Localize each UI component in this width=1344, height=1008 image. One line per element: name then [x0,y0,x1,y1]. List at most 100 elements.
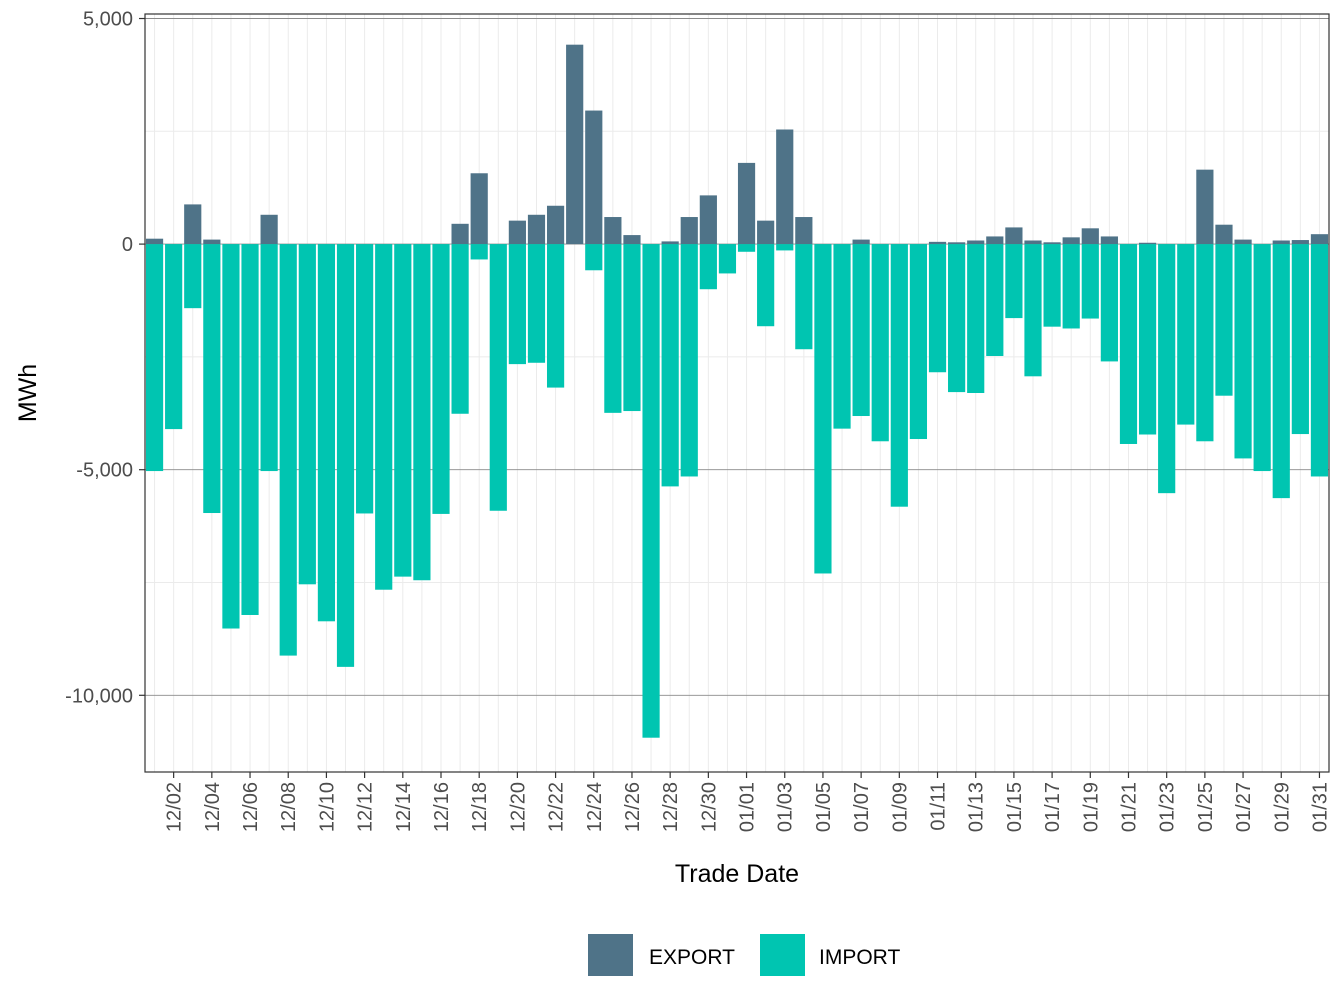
x-tick-label: 12/30 [698,782,720,832]
x-tick-label: 01/23 [1157,782,1179,832]
bar-import [451,244,469,414]
y-axis: 5,000 0 -5,000 -10,000 [65,9,145,707]
bar-export [1100,236,1118,245]
bars [145,44,1329,738]
x-tick-label: 12/20 [507,782,529,832]
y-tick-label: -10,000 [65,685,133,707]
bar-import [967,244,985,393]
bar-import [1253,244,1271,472]
bar-import [795,244,813,350]
bar-import [1158,244,1176,494]
bar-export [508,220,526,245]
bar-import [203,244,221,514]
bar-import [184,244,202,309]
x-tick-label: 12/18 [469,782,491,832]
bar-import [527,244,546,363]
bar-import [1081,244,1099,319]
x-tick-label: 12/24 [584,782,606,832]
bar-export [1272,240,1290,245]
bar-export [566,44,584,245]
bar-export [852,239,870,245]
bar-export [737,162,756,245]
x-tick-label: 01/21 [1118,782,1140,832]
bar-export [1062,237,1080,245]
bar-import [1100,244,1118,362]
bar-import [852,244,870,417]
bar-import [489,244,507,511]
x-tick-label: 12/16 [431,782,453,832]
bar-export [1081,228,1099,245]
bar-export [928,241,947,245]
bar-export [986,236,1004,245]
bar-export [1291,240,1309,245]
bar-import [661,244,679,487]
legend: EXPORT IMPORT [588,934,900,976]
x-tick-label: 01/25 [1195,782,1217,832]
bar-import [776,244,794,251]
bar-import [432,244,450,514]
bar-export [680,217,698,245]
bar-export [1310,234,1329,245]
bar-export [260,214,278,245]
bar-export [585,110,603,245]
bar-import [623,244,641,412]
bar-import [814,244,832,574]
y-axis-title: MWh [14,364,42,422]
bar-import [1062,244,1080,329]
bar-import [948,244,966,393]
bar-import [546,244,565,388]
y-tick-label: 0 [122,234,133,256]
x-tick-label: 12/04 [202,782,224,832]
bar-import [375,244,393,590]
bar-import [1024,244,1042,377]
bar-import [1177,244,1195,425]
bar-import [1291,244,1309,435]
bar-export [661,241,679,245]
y-tick-label: -5,000 [76,460,133,482]
bar-export [623,235,641,245]
bar-import [470,244,488,260]
bar-export [1196,169,1214,245]
bar-import [986,244,1004,357]
bar-import [1138,244,1157,435]
bar-import [928,244,947,373]
bar-export [948,242,966,245]
bar-import [1234,244,1252,459]
bar-export [451,223,469,245]
bar-export [757,220,775,245]
x-tick-label: 12/14 [393,782,415,832]
bar-import [413,244,431,581]
bar-import [699,244,717,290]
bar-export [203,239,221,245]
bar-import [585,244,603,271]
panel-border [144,13,1330,773]
legend-label-export: EXPORT [649,946,735,969]
bar-import [1043,244,1061,327]
bar-import [737,244,756,252]
bar-import [890,244,908,507]
y-tick-label: 5,000 [83,9,133,31]
x-tick-label: 01/11 [928,782,950,831]
bar-import [279,244,297,656]
bar-import [298,244,316,585]
bar-import [260,244,278,472]
x-tick-label: 01/19 [1080,782,1102,832]
legend-label-import: IMPORT [819,946,900,969]
bar-import [1215,244,1233,396]
bar-export [795,217,813,245]
bar-export [1215,224,1233,245]
x-axis: 12/02 12/04 12/06 12/08 12/10 12/12 12/14 12/16… [164,772,1331,832]
bar-import [642,244,660,738]
bar-import [394,244,412,577]
bar-export [1024,240,1042,245]
x-tick-label: 12/28 [660,782,682,832]
bar-import [1310,244,1329,477]
bar-import [145,244,164,472]
bar-import [757,244,775,327]
bar-import [604,244,622,413]
bar-export [184,204,202,245]
x-tick-label: 01/07 [851,782,873,832]
x-tick-label: 01/31 [1309,782,1331,832]
x-tick-label: 01/01 [737,782,759,832]
